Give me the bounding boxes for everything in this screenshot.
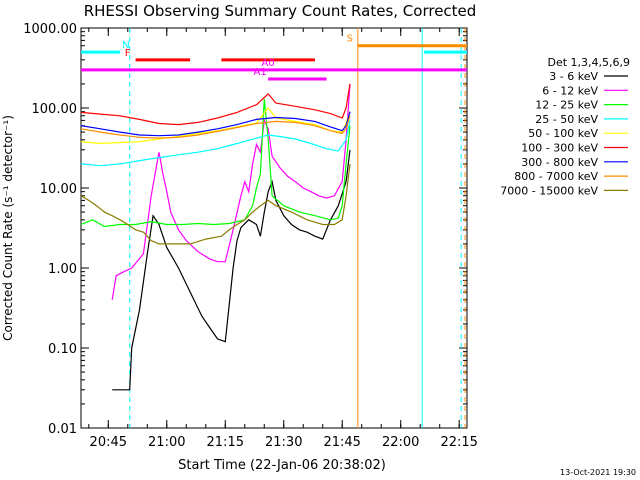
legend-title: Det 1,3,4,5,6,9 xyxy=(547,56,630,69)
legend-entry-label: 12 - 25 keV xyxy=(535,99,598,112)
y-tick-label: 0.10 xyxy=(48,342,77,357)
x-tick-label: 21:30 xyxy=(265,435,302,450)
state-bar-label: A0 xyxy=(262,58,275,69)
series-line xyxy=(111,83,351,300)
x-tick-label: 21:45 xyxy=(323,435,360,450)
series-line xyxy=(112,149,351,391)
state-bar-label: A1 xyxy=(254,67,267,78)
legend-entry-label: 3 - 6 keV xyxy=(549,70,598,83)
series-line xyxy=(80,163,351,245)
y-tick-label: 100.00 xyxy=(32,102,78,117)
legend-entry-label: 7000 - 15000 keV xyxy=(500,184,598,197)
series-line xyxy=(80,83,351,126)
plot-border xyxy=(80,27,468,429)
x-axis-label: Start Time (22-Jan-06 20:38:02) xyxy=(178,458,386,473)
legend-entry-label: 100 - 300 keV xyxy=(521,142,598,155)
series-line xyxy=(80,107,351,145)
state-bar-label: F xyxy=(125,48,131,59)
y-tick-label: 0.01 xyxy=(48,422,77,437)
plot-area xyxy=(80,27,468,429)
chart-title: RHESSI Observing Summary Count Rates, Co… xyxy=(84,2,477,20)
legend-entry-label: 300 - 800 keV xyxy=(521,156,598,169)
legend-entry-label: 800 - 7000 keV xyxy=(514,170,598,183)
x-tick-label: 22:00 xyxy=(382,435,419,450)
state-bar-label: S xyxy=(347,34,353,45)
series-line xyxy=(80,115,351,139)
footer-date: 13-Oct-2021 19:30 xyxy=(560,468,636,477)
y-tick-label: 1000.00 xyxy=(23,22,77,37)
state-bar-label: N xyxy=(122,40,129,51)
y-axis-label: Corrected Count Rate (s⁻¹ detector⁻¹) xyxy=(1,115,15,341)
vertical-markers xyxy=(129,28,466,428)
series-lines xyxy=(80,83,351,391)
series-line xyxy=(80,98,351,228)
legend-entry-label: 6 - 12 keV xyxy=(542,84,598,97)
x-tick-label: 20:45 xyxy=(90,435,127,450)
y-tick-label: 10.00 xyxy=(40,182,77,197)
y-axis: 0.01 0.10 1.00 10.00 100.00 1000.00 xyxy=(23,22,467,437)
x-tick-label: 21:15 xyxy=(207,435,244,450)
x-tick-label: 22:15 xyxy=(440,435,477,450)
y-tick-label: 1.00 xyxy=(48,262,77,277)
legend-entry-label: 25 - 50 keV xyxy=(535,113,598,126)
series-line xyxy=(80,111,351,137)
x-axis: 20:45 21:00 21:15 21:30 21:45 22:00 22:15 xyxy=(88,28,478,450)
legend-entry-label: 50 - 100 keV xyxy=(528,127,598,140)
series-line xyxy=(80,120,351,167)
x-tick-label: 21:00 xyxy=(148,435,185,450)
